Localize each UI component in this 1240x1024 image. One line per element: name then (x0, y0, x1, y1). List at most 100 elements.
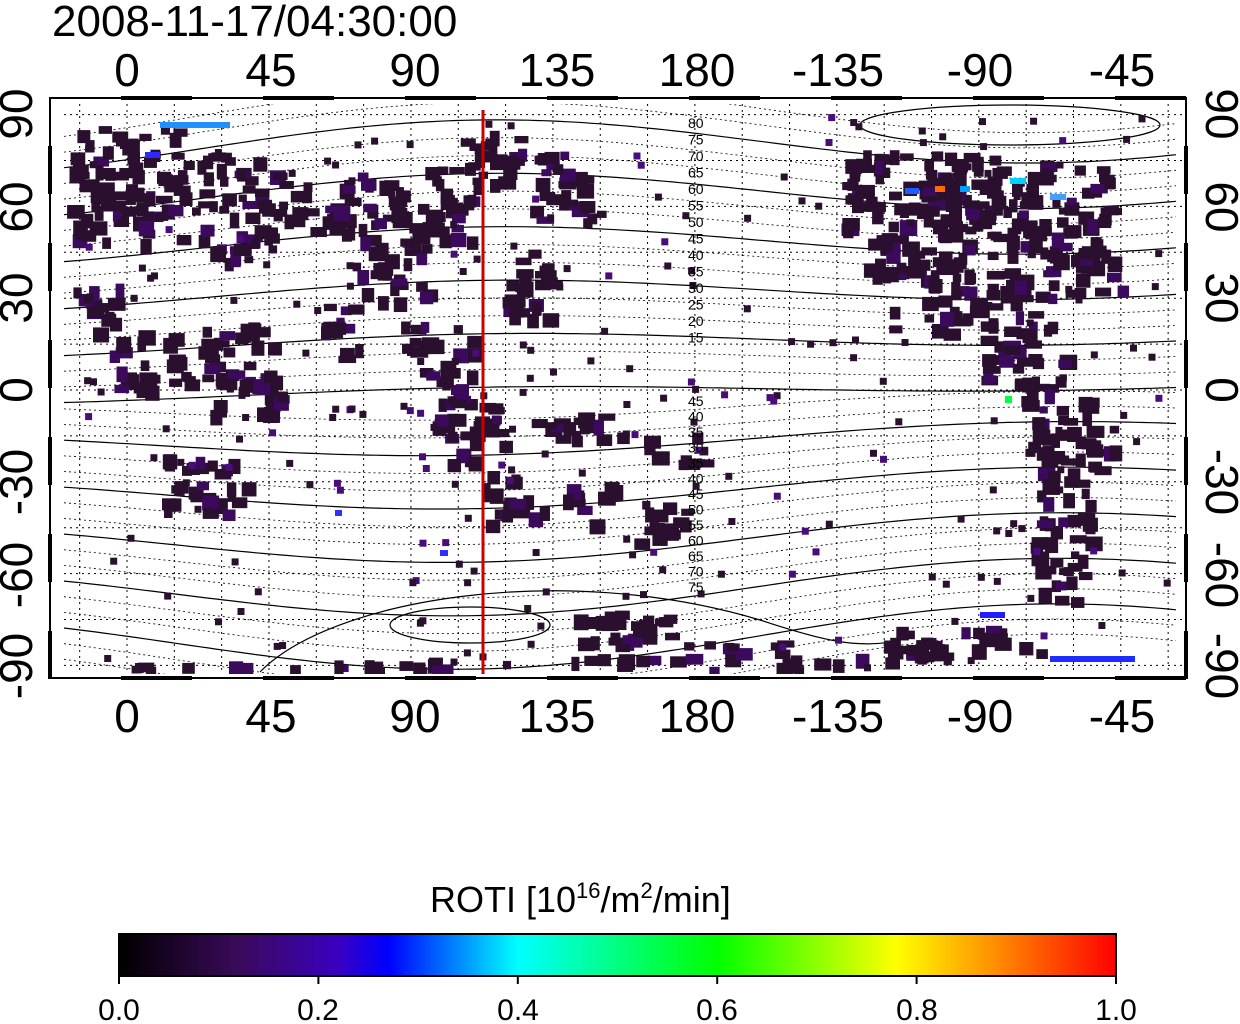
x-top-tick-4: 180 (659, 44, 736, 96)
roti-cell (451, 233, 467, 247)
roti-cell (563, 495, 574, 511)
roti-cell (520, 389, 527, 396)
roti-cell (1091, 239, 1104, 247)
roti-cell (1040, 406, 1048, 413)
frame-tick-top (831, 96, 902, 100)
roti-cell (655, 194, 662, 201)
roti-cell (232, 558, 239, 565)
roti-cell (475, 147, 482, 154)
roti-cell (889, 192, 902, 201)
roti-cell (988, 375, 997, 382)
roti-cell (451, 659, 458, 666)
roti-cell (1059, 137, 1066, 144)
x-axis-top-labels: 0 45 90 135 180 -135 -90 -45 (114, 44, 1155, 96)
roti-cell (448, 432, 458, 443)
roti-cell (461, 138, 476, 146)
roti-cell (155, 213, 168, 221)
roti-cell (1021, 220, 1038, 231)
roti-cell (219, 331, 235, 340)
roti-cell (520, 342, 527, 349)
roti-cell (239, 195, 246, 202)
roti-cell (1033, 548, 1040, 555)
roti-cell (471, 568, 478, 575)
roti-cell (1091, 351, 1098, 358)
frame-tick-top (263, 96, 334, 100)
roti-cell (532, 196, 539, 203)
x-top-tick-0: 0 (114, 44, 140, 96)
x-bottom-tick-7: -45 (1089, 690, 1155, 742)
roti-cell (1026, 184, 1039, 196)
roti-cell (644, 442, 655, 455)
roti-cell (999, 355, 1014, 368)
roti-cell (1107, 273, 1122, 282)
x-top-tick-1: 45 (245, 44, 296, 96)
roti-cell (1042, 457, 1059, 468)
roti-cell (815, 203, 822, 210)
frame-tick-right (1184, 534, 1188, 582)
roti-cell (1086, 398, 1100, 408)
colorbar-gradient (119, 934, 1116, 976)
roti-cell (292, 207, 308, 220)
frame-tick-right (1184, 340, 1188, 388)
roti-cell (90, 221, 108, 235)
roti-cell (221, 153, 232, 163)
roti-cell (253, 157, 267, 171)
roti-cell-high (980, 612, 1005, 618)
roti-cell (329, 414, 336, 421)
roti-cell (467, 236, 478, 249)
roti-cell (332, 162, 339, 169)
roti-cell (474, 256, 481, 263)
roti-cell (1039, 588, 1052, 604)
roti-cell (1095, 288, 1111, 297)
roti-cell (1004, 327, 1021, 338)
roti-cell (132, 666, 142, 674)
roti-cell (192, 207, 201, 215)
roti-cell (485, 121, 492, 128)
contour-label-north: 40 (688, 247, 704, 263)
roti-cell (202, 496, 219, 511)
x-bottom-tick-1: 45 (245, 690, 296, 742)
roti-cell (1087, 426, 1105, 438)
roti-cell (248, 322, 260, 333)
roti-cell (518, 159, 525, 166)
roti-cell (684, 642, 694, 650)
roti-cell (629, 551, 636, 558)
y-left-tick-4: -30 (0, 449, 42, 515)
roti-cell (1075, 166, 1086, 176)
roti-cell (550, 423, 557, 430)
roti-cell (401, 322, 411, 335)
roti-cell (1000, 286, 1016, 297)
roti-cell (638, 162, 645, 169)
roti-cell (197, 482, 209, 491)
roti-cell (981, 336, 999, 346)
roti-cell (177, 235, 192, 245)
roti-cell (279, 181, 294, 189)
x-top-tick-3: 135 (519, 44, 596, 96)
roti-cell (498, 462, 505, 469)
roti-cell (355, 344, 363, 358)
roti-cell (1110, 445, 1123, 461)
roti-cell (226, 464, 233, 471)
roti-cell (872, 212, 883, 225)
roti-cell (988, 177, 1003, 186)
roti-cell (843, 222, 853, 238)
roti-cell (215, 618, 222, 625)
roti-cell (1007, 240, 1017, 251)
roti-cell (277, 392, 288, 403)
roti-cell (514, 136, 528, 143)
roti-cell (510, 499, 527, 510)
roti-cell (222, 193, 237, 206)
roti-cell (420, 540, 427, 547)
roti-cell (535, 156, 543, 165)
roti-cell (230, 213, 239, 229)
roti-cell (791, 655, 803, 669)
roti-cell (597, 434, 613, 446)
roti-cell (126, 190, 136, 205)
roti-cell (725, 473, 732, 480)
roti-cell (944, 329, 961, 341)
roti-cell (598, 654, 611, 666)
roti-cell (877, 235, 894, 244)
roti-cell (286, 460, 293, 467)
roti-cell (686, 654, 704, 665)
roti-cell (1058, 360, 1072, 368)
